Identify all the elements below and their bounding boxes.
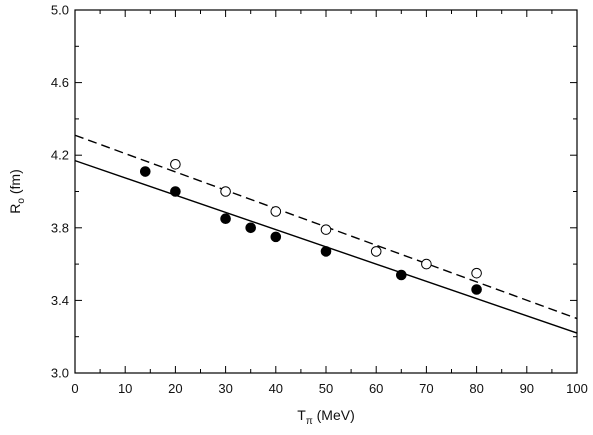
x-tick-labels: 0 10 20 30 40 50 60 70 80 90 100: [71, 381, 587, 396]
filled-data-point: [170, 186, 181, 197]
y-tick-label: 5.0: [51, 3, 69, 18]
y-axis-label: Ro (fm): [7, 169, 27, 213]
x-tick-label: 20: [168, 381, 182, 396]
open-data-point: [421, 258, 432, 270]
open-data-point: [170, 158, 181, 170]
x-tick-label: 80: [469, 381, 483, 396]
data-points: [139, 158, 482, 295]
filled-data-point: [139, 166, 151, 177]
x-tick-label: 30: [218, 381, 232, 396]
x-tick-label: 100: [566, 381, 588, 396]
y-tick-labels: 3.0 3.4 3.8 4.2 4.6 5.0: [51, 3, 69, 381]
y-axis-label-subscript: o: [16, 198, 27, 204]
x-axis-label-unit: (MeV): [313, 407, 355, 423]
x-tick-label: 10: [118, 381, 132, 396]
y-tick-label: 3.4: [51, 293, 69, 308]
open-data-point: [220, 186, 231, 197]
y-tick-label: 4.6: [51, 75, 69, 90]
x-axis-label-main: T: [297, 407, 306, 423]
x-tick-label: 90: [520, 381, 534, 396]
filled-data-point: [396, 269, 407, 281]
filled-data-point: [220, 213, 231, 225]
filled-data-point: [245, 222, 256, 234]
open-data-point: [320, 224, 332, 235]
y-tick-label: 3.8: [51, 220, 69, 235]
y-tick-label: 3.0: [51, 366, 69, 381]
x-tick-label: 0: [71, 381, 78, 396]
x-tick-label: 50: [319, 381, 333, 396]
x-tick-label: 40: [269, 381, 283, 396]
y-axis-label-main: R: [7, 204, 23, 214]
x-axis-label: Tπ (MeV): [297, 407, 354, 427]
y-axis-label-unit: (fm): [7, 169, 23, 198]
x-axis-label-subscript: π: [306, 416, 313, 427]
x-tick-label: 70: [419, 381, 433, 396]
tick-marks: [74, 9, 578, 374]
x-tick-label: 60: [369, 381, 383, 396]
y-tick-label: 4.2: [51, 148, 69, 163]
plot-area-frame: [74, 9, 578, 374]
filled-data-point: [320, 246, 332, 257]
open-data-point: [370, 246, 382, 257]
open-data-point: [270, 206, 282, 217]
filled-data-point: [471, 284, 482, 295]
filled-data-point: [270, 231, 282, 243]
open-data-point: [471, 267, 482, 279]
